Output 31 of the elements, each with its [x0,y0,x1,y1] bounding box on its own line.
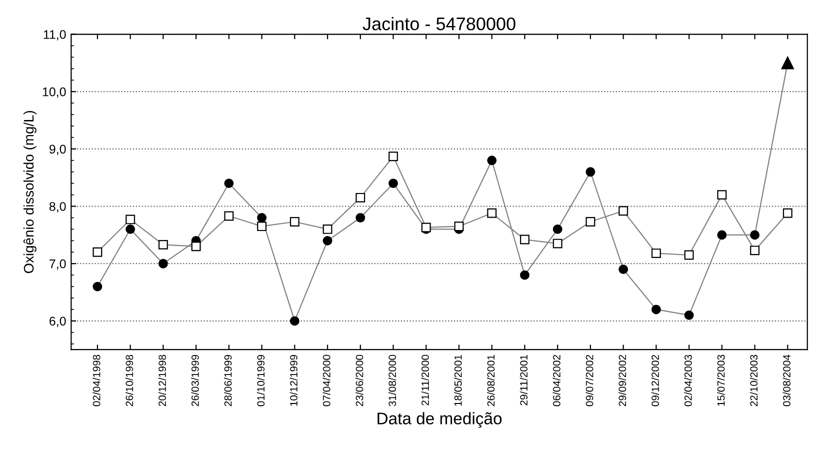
x-tick-label: 26/10/1998 [125,354,134,406]
x-tick-label: 26/08/2001 [486,354,495,406]
y-tick-label: 9,0 [50,144,66,156]
x-tick-label: 18/05/2001 [454,354,462,406]
x-tick-label: 03/08/2004 [782,354,790,406]
x-tick-label: 23/06/2000 [356,354,364,406]
x-tick-label: 02/04/1998 [92,354,100,406]
x-tick-label: 09/07/2002 [586,354,594,406]
x-tick-label: 29/09/2002 [618,354,626,406]
x-tick-label: 15/07/2003 [717,354,725,406]
x-tick-label: 26/03/1999 [191,354,199,406]
x-tick-label: 20/12/1998 [158,354,166,406]
y-tick-label: 10,0 [42,87,66,98]
x-tick-label: 31/08/2000 [388,354,396,406]
x-tick-label: 01/10/1999 [256,354,265,406]
y-tick-label: 7,0 [50,259,66,270]
y-tick-label: 6,0 [50,316,66,328]
x-tick-label: 02/04/2003 [684,354,692,406]
x-tick-label: 21/11/2000 [421,354,429,406]
x-tick-label: 10/12/1999 [290,354,298,406]
y-tick-label: 8,0 [49,202,66,212]
x-tick-label: 07/04/2000 [322,354,330,406]
x-tick-label: 28/06/1999 [224,354,232,406]
x-tick-label: 29/11/2001 [520,354,528,406]
x-tick-label: 09/12/2002 [651,354,659,406]
chart-title: Jacinto - 54780000 [362,17,516,30]
x-tick-label: 06/04/2002 [552,354,560,406]
x-axis-title: Data de medição [378,412,502,428]
y-axis-title: Oxigênio dissolvido (mg/L) [23,110,36,274]
x-tick-label: 22/10/2003 [750,354,758,406]
y-tick-label: 11,0 [44,30,66,40]
